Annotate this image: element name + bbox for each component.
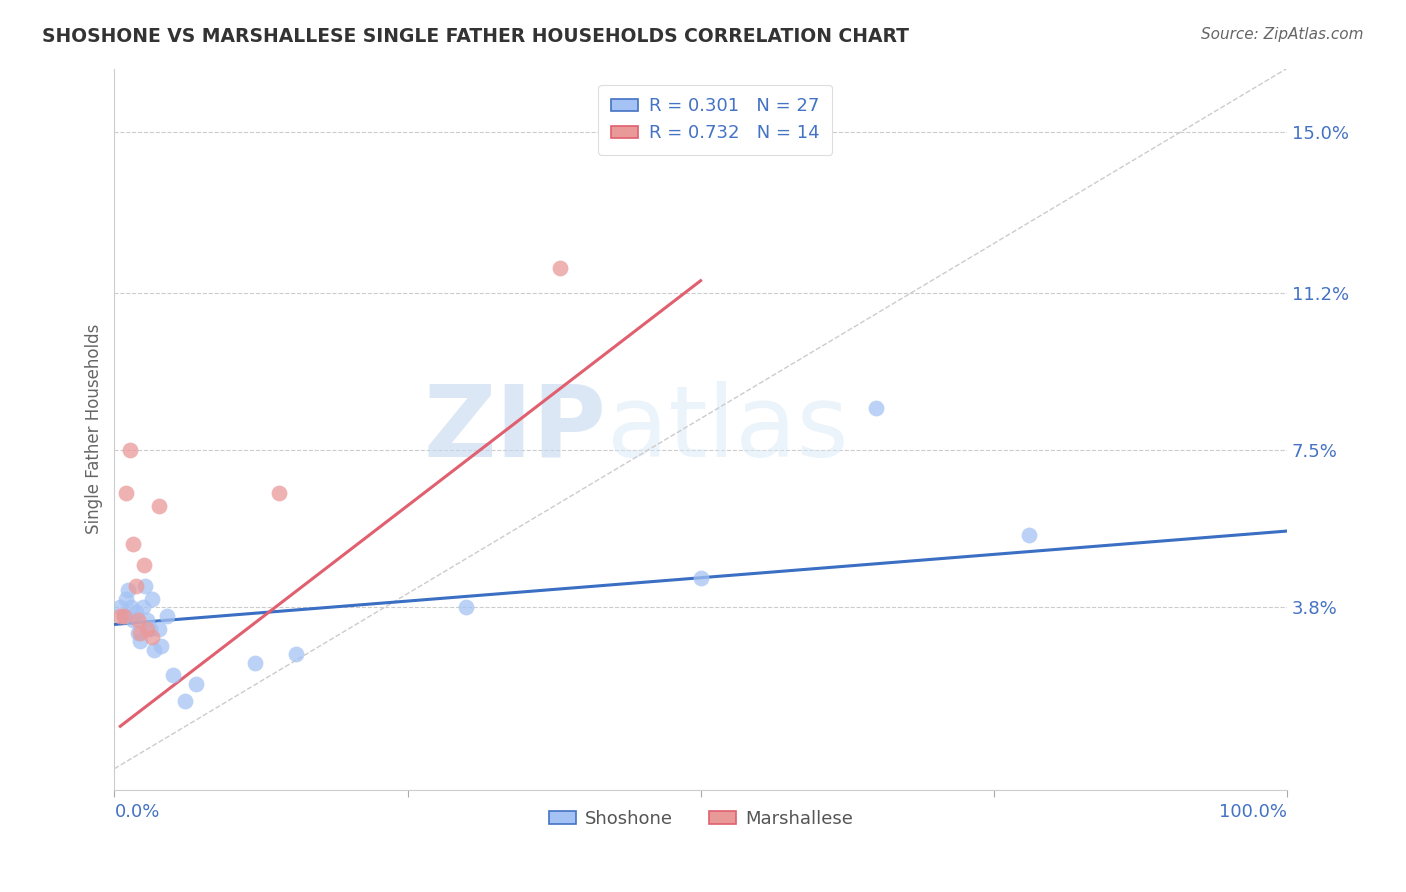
Point [134, 579, 156, 593]
Point [162, 668, 184, 682]
Point [136, 622, 159, 636]
Point [122, 613, 145, 627]
Point [129, 634, 152, 648]
Point [112, 609, 135, 624]
Point [127, 613, 149, 627]
Point [148, 622, 170, 636]
Point [118, 443, 141, 458]
Point [127, 626, 149, 640]
Point [117, 583, 139, 598]
Point [141, 630, 163, 644]
Point [115, 591, 138, 606]
Point [285, 647, 308, 661]
Point [148, 499, 170, 513]
Point [122, 537, 145, 551]
Point [548, 260, 571, 275]
Point [156, 609, 179, 624]
Point [267, 486, 290, 500]
Point [689, 571, 711, 585]
Point [129, 626, 152, 640]
Text: Source: ZipAtlas.com: Source: ZipAtlas.com [1201, 27, 1364, 42]
Point [243, 656, 266, 670]
Point [143, 643, 166, 657]
Y-axis label: Single Father Households: Single Father Households [86, 324, 103, 534]
Text: 100.0%: 100.0% [1219, 803, 1286, 821]
Point [173, 694, 195, 708]
Point [124, 579, 146, 593]
Point [112, 609, 135, 624]
Point [115, 486, 138, 500]
Text: ZIP: ZIP [425, 381, 607, 478]
Point [120, 600, 142, 615]
Point [865, 401, 887, 415]
Point [124, 605, 146, 619]
Point [150, 639, 173, 653]
Point [141, 591, 163, 606]
Text: atlas: atlas [607, 381, 848, 478]
Point [132, 558, 155, 572]
Point [138, 622, 160, 636]
Legend: Shoshone, Marshallese: Shoshone, Marshallese [541, 803, 860, 835]
Point [131, 600, 153, 615]
Text: SHOSHONE VS MARSHALLESE SINGLE FATHER HOUSEHOLDS CORRELATION CHART: SHOSHONE VS MARSHALLESE SINGLE FATHER HO… [42, 27, 910, 45]
Point [456, 600, 478, 615]
Text: 0.0%: 0.0% [114, 803, 160, 821]
Point [110, 609, 132, 624]
Point [186, 677, 208, 691]
Point [110, 600, 132, 615]
Point [1018, 528, 1040, 542]
Point [136, 613, 159, 627]
